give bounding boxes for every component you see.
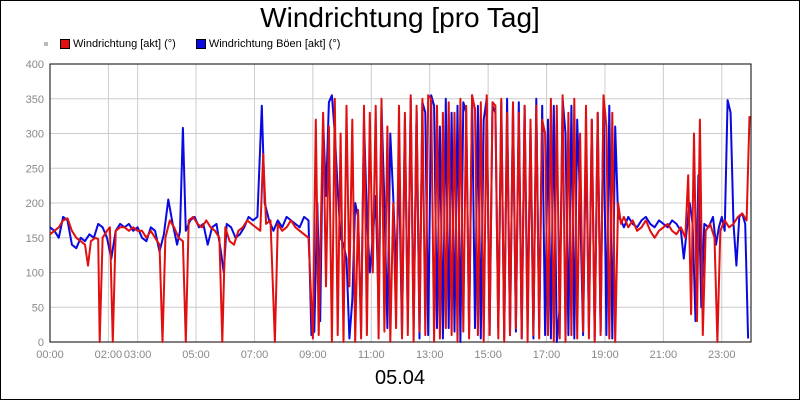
y-tick-label: 50 (32, 302, 44, 314)
x-tick-label: 07:00 (241, 349, 269, 361)
legend-label-gust-direction: Windrichtung Böen [akt] (°) (208, 38, 341, 50)
chart-title: Windrichtung [pro Tag] (260, 2, 540, 33)
x-tick-label: 09:00 (299, 349, 327, 361)
x-tick-label: 11:00 (358, 349, 385, 361)
legend-marker-dot (44, 42, 48, 46)
x-tick-label: 02:00 (95, 349, 123, 361)
legend-item-direction: Windrichtung [akt] (°) (60, 38, 176, 50)
y-tick-label: 400 (26, 59, 44, 71)
x-tick-label: 21:00 (650, 349, 678, 361)
y-tick-label: 300 (26, 129, 44, 141)
y-tick-label: 250 (26, 163, 44, 175)
y-tick-label: 200 (26, 198, 44, 210)
legend: Windrichtung [akt] (°) Windrichtung Böen… (44, 38, 360, 50)
y-tick-label: 0 (38, 337, 44, 349)
y-tick-label: 150 (26, 233, 44, 245)
x-tick-label: 05:00 (182, 349, 210, 361)
x-tick-label: 13:00 (416, 349, 444, 361)
x-tick-label: 23:00 (708, 349, 736, 361)
y-tick-label: 100 (26, 268, 44, 280)
legend-swatch-direction (60, 39, 70, 49)
legend-label-direction: Windrichtung [akt] (°) (73, 38, 176, 50)
x-axis-label: 05.04 (374, 367, 426, 389)
x-tick-label: 17:00 (533, 349, 561, 361)
plot-border (49, 63, 752, 343)
legend-item-gust-direction: Windrichtung Böen [akt] (°) (195, 38, 341, 50)
y-tick-label: 350 (26, 94, 44, 106)
x-tick-label: 03:00 (124, 349, 152, 361)
legend-swatch-gust-direction (195, 39, 206, 49)
x-tick-label: 15:00 (474, 349, 502, 361)
x-tick-label: 19:00 (591, 349, 619, 361)
series-line-gust-direction (49, 94, 750, 343)
series-line-direction (49, 94, 751, 343)
x-tick-label: 00:00 (36, 349, 64, 361)
